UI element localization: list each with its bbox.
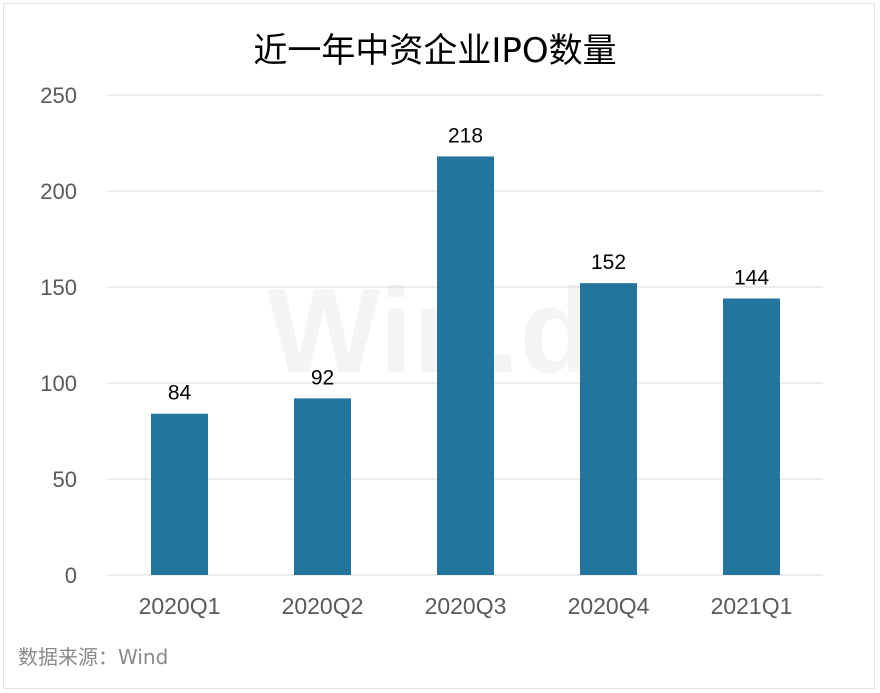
bar <box>294 398 351 575</box>
y-tick-label: 250 <box>40 83 77 108</box>
chart-title: 近一年中资企业IPO数量 <box>253 31 616 71</box>
data-label: 144 <box>734 267 769 290</box>
data-label: 84 <box>168 382 192 405</box>
bar <box>437 156 494 575</box>
x-tick-label: 2020Q1 <box>139 593 221 619</box>
x-tick-label: 2021Q1 <box>711 593 793 619</box>
y-tick-label: 0 <box>65 563 77 588</box>
bar <box>580 283 637 575</box>
bar <box>723 298 780 575</box>
data-label: 218 <box>448 124 483 147</box>
data-labels: 84 92 218 152 144 <box>168 124 770 404</box>
x-tick-label: 2020Q4 <box>568 593 650 619</box>
y-tick-label: 100 <box>40 371 77 396</box>
data-label: 152 <box>591 251 626 274</box>
y-tick-label: 50 <box>53 467 77 492</box>
x-tick-label: 2020Q3 <box>425 593 507 619</box>
x-axis-ticks: 2020Q1 2020Q2 2020Q3 2020Q4 2021Q1 <box>139 593 793 619</box>
y-tick-label: 200 <box>40 179 77 204</box>
y-tick-label: 150 <box>40 275 77 300</box>
bars <box>151 156 780 575</box>
data-label: 92 <box>311 366 334 389</box>
bar <box>151 413 208 575</box>
y-axis-ticks: 0 50 100 150 200 250 <box>40 83 77 588</box>
source-note: 数据来源：Wind <box>18 645 168 669</box>
x-tick-label: 2020Q2 <box>282 593 364 619</box>
watermark: Win.d <box>267 264 593 398</box>
